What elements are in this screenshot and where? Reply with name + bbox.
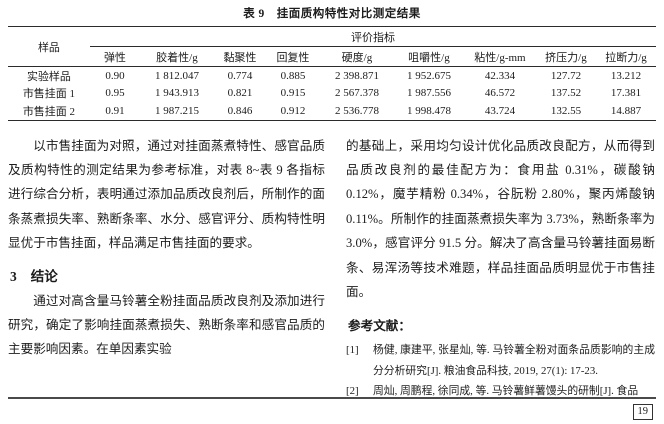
footer-rule xyxy=(8,397,656,399)
cell: 17.381 xyxy=(610,87,642,100)
paragraph-conclusion-start: 通过对高含量马铃薯全粉挂面品质改良剂及添加进行研究，确定了影响挂面蒸煮损失、熟断… xyxy=(8,293,325,357)
right-column: 的基础上，采用均匀设计优化品质改良配方，从而得到品质改良剂的最佳配方为：食用盐 … xyxy=(346,134,655,402)
section-number: 3 xyxy=(10,268,17,284)
table-row: 市售挂面 1 0.95 1 943.913 0.821 0.915 2 567.… xyxy=(8,85,656,103)
table-column-header: 挤压力/g xyxy=(535,46,596,67)
reference-number: [2] xyxy=(346,385,359,398)
cell: 0.91 xyxy=(105,104,125,117)
cell: 1 952.675 xyxy=(406,69,451,82)
section-title: 结论 xyxy=(30,268,58,284)
cell: 2 398.871 xyxy=(334,69,379,82)
table-column-header: 回复性 xyxy=(265,46,320,67)
cell: 132.55 xyxy=(550,104,582,117)
row-label: 市售挂面 1 xyxy=(22,88,76,101)
reference-entry: [2] 周灿, 周鹏程, 徐同成, 等. 马铃薯鲜薯馒头的研制[J]. 食品 xyxy=(346,381,655,402)
cell: 1 987.556 xyxy=(406,87,451,100)
cell: 0.912 xyxy=(280,104,306,117)
texture-results-table: 样品 评价指标 弹性 胶着性/g 黏聚性 回复性 硬度/g 咀嚼性/g 粘性/g… xyxy=(7,26,657,121)
cell: 1 987.215 xyxy=(154,104,199,117)
paragraph-conclusion-continued: 的基础上，采用均匀设计优化品质改良配方，从而得到品质改良剂的最佳配方为：食用盐 … xyxy=(346,138,655,299)
reference-text: 周灿, 周鹏程, 徐同成, 等. 马铃薯鲜薯馒头的研制[J]. 食品 xyxy=(373,385,639,398)
table-column-header: 拉断力/g xyxy=(595,46,657,67)
cell: 13.212 xyxy=(610,69,642,82)
table-column-header: 粘性/g-mm xyxy=(463,46,536,67)
reference-number: [1] xyxy=(346,344,359,357)
row-label: 实验样品 xyxy=(26,70,71,83)
cell: 127.72 xyxy=(550,69,582,82)
table-column-header: 弹性 xyxy=(89,46,140,67)
cell: 1 943.913 xyxy=(154,87,199,100)
table-row: 实验样品 0.90 1 812.047 0.774 0.885 2 398.87… xyxy=(8,67,656,85)
section-heading-conclusion: 3 结论 xyxy=(10,265,325,285)
cell: 1 998.478 xyxy=(406,104,451,117)
table-header-group: 评价指标 xyxy=(89,26,657,47)
cell: 1 812.047 xyxy=(154,69,199,82)
table-column-header: 咀嚼性/g xyxy=(393,46,464,67)
table-row: 市售挂面 2 0.91 1 987.215 0.846 0.912 2 536.… xyxy=(8,102,656,120)
cell: 2 536.778 xyxy=(334,104,379,117)
cell: 0.95 xyxy=(105,87,125,100)
table-column-header: 黏聚性 xyxy=(213,46,266,67)
cell: 14.887 xyxy=(610,104,642,117)
table-column-header: 硬度/g xyxy=(319,46,394,67)
page-number: 19 xyxy=(632,404,653,420)
cell: 2 567.378 xyxy=(334,87,379,100)
cell: 0.90 xyxy=(105,69,125,82)
body-columns: 以市售挂面为对照，通过对挂面蒸煮特性、感官品质及质构特性的测定结果为参考标准，对… xyxy=(0,134,664,402)
left-column: 以市售挂面为对照，通过对挂面蒸煮特性、感官品质及质构特性的测定结果为参考标准，对… xyxy=(8,134,325,402)
table-caption: 表 9 挂面质构特性对比测定结果 xyxy=(243,8,421,20)
cell: 0.774 xyxy=(227,69,253,82)
reference-text: 杨健, 康建平, 张星灿, 等. 马铃薯全粉对面条品质影响的主成分分析研究[J]… xyxy=(373,344,655,377)
paragraph-analysis: 以市售挂面为对照，通过对挂面蒸煮特性、感官品质及质构特性的测定结果为参考标准，对… xyxy=(8,138,325,251)
table-column-header: 胶着性/g xyxy=(139,46,214,67)
cell: 137.52 xyxy=(550,87,582,100)
cell: 42.334 xyxy=(484,69,516,82)
cell: 0.821 xyxy=(227,87,253,100)
references-heading: 参考文献： xyxy=(348,319,411,334)
cell: 0.915 xyxy=(280,87,306,100)
reference-entry: [1] 杨健, 康建平, 张星灿, 等. 马铃薯全粉对面条品质影响的主成分分析研… xyxy=(346,340,655,381)
row-label: 市售挂面 2 xyxy=(22,105,76,118)
cell: 0.885 xyxy=(280,69,306,82)
cell: 46.572 xyxy=(484,87,516,100)
cell: 0.846 xyxy=(227,104,253,117)
table-header-sample: 样品 xyxy=(7,26,90,67)
cell: 43.724 xyxy=(484,104,516,117)
